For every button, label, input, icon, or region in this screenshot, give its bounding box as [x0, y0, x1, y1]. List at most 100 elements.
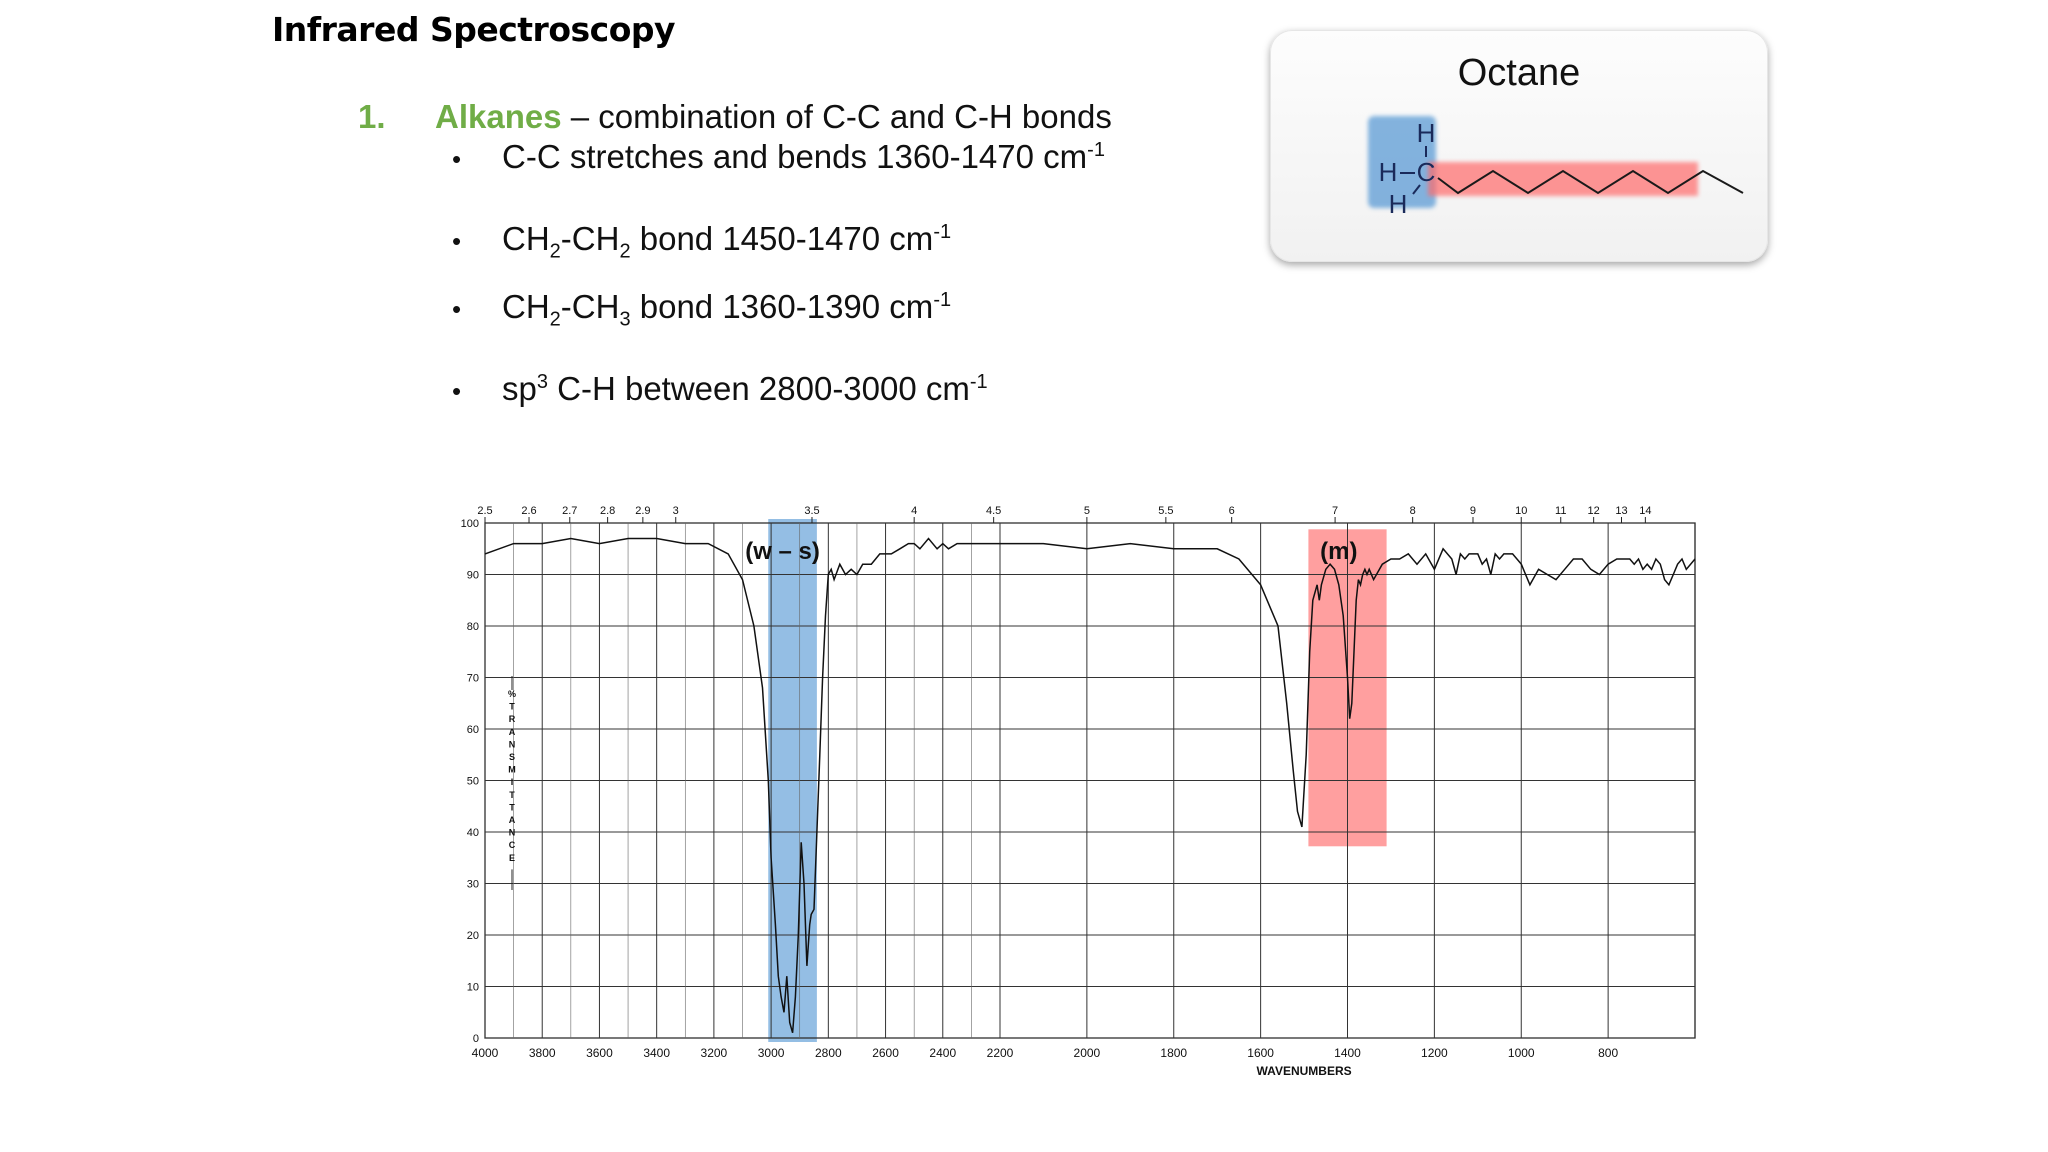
atom-h-bottom: H [1389, 189, 1408, 219]
plot-frame [484, 522, 1696, 1039]
bullet-text: bond 1450-1470 cm [630, 220, 934, 257]
y-axis-label-char: A [509, 815, 516, 825]
superscript: 3 [536, 371, 548, 393]
carbon-chain [1437, 169, 1744, 195]
octane-card: Octane H H C H [1270, 30, 1768, 262]
subscript: 2 [619, 240, 631, 263]
y-axis-label-char: % [508, 689, 516, 699]
y-axis-label-char: M [508, 765, 516, 775]
x-tick-label: 1000 [1508, 1046, 1535, 1060]
x-tick-label: 800 [1598, 1046, 1618, 1060]
y-axis-label-char: A [509, 727, 516, 737]
octane-structure: H H C H [1368, 116, 1744, 219]
slide-title: Infrared Spectroscopy [272, 10, 676, 49]
x-tick-label: 3200 [701, 1046, 728, 1060]
subscript: 2 [549, 308, 561, 331]
top-tick-label: 2.6 [521, 505, 536, 517]
bullet-ch2-ch3: • CH2-CH3 bond 1360-1390 cm-1 [452, 288, 952, 331]
bullet-ch2-ch2: • CH2-CH2 bond 1450-1470 cm-1 [452, 220, 952, 263]
subscript: 3 [619, 308, 631, 331]
y-tick-label: 80 [467, 621, 479, 633]
superscript: -1 [1087, 139, 1105, 161]
item-keyword: Alkanes [435, 98, 562, 135]
x-axis-label: WAVENUMBERS [1257, 1064, 1352, 1078]
top-tick-label: 8 [1410, 505, 1416, 517]
superscript: -1 [969, 371, 988, 393]
y-tick-label: 40 [467, 827, 479, 839]
bullet-text: bond 1360-1390 cm [630, 288, 934, 325]
peak-annotation: (m) [1320, 538, 1357, 565]
superscript: -1 [933, 221, 952, 243]
y-axis-label-char: T [509, 802, 515, 812]
top-tick-label: 4.5 [986, 505, 1001, 517]
top-tick-label: 3 [673, 505, 679, 517]
x-tick-label: 2800 [815, 1046, 842, 1060]
x-tick-label: 3000 [758, 1046, 785, 1060]
bullet-text: sp [502, 370, 537, 407]
top-tick-label: 12 [1588, 505, 1600, 517]
y-tick-label: 70 [467, 673, 479, 685]
x-tick-label: 3400 [643, 1046, 670, 1060]
bullet-text: CH [502, 288, 550, 325]
top-tick-label: 13 [1615, 505, 1627, 517]
top-tick-label: 3.5 [804, 505, 819, 517]
y-tick-label: 30 [467, 879, 479, 891]
chain-highlight [1428, 162, 1698, 196]
x-tick-label: 3800 [529, 1046, 556, 1060]
x-tick-label: 3600 [586, 1046, 613, 1060]
x-tick-label: 1200 [1421, 1046, 1448, 1060]
top-tick-label: 2.8 [600, 505, 615, 517]
top-tick-label: 2.9 [635, 505, 650, 517]
bullet-text: C-H between 2800-3000 cm [547, 370, 970, 407]
top-tick-label: 5.5 [1158, 505, 1173, 517]
subscript: 2 [549, 240, 561, 263]
atom-h-top: H [1417, 118, 1436, 148]
y-axis-label-char: R [509, 714, 516, 724]
bullet-sp3-ch: • sp3 C-H between 2800-3000 cm-1 [452, 370, 988, 407]
spectrum-line [484, 537, 1696, 1034]
atom-carbon: C [1417, 157, 1436, 187]
x-tick-label: 1800 [1160, 1046, 1187, 1060]
y-tick-label: 50 [467, 776, 479, 788]
bullet-cc-stretches: • C-C stretches and bends 1360-1470 cm-1 [452, 138, 1105, 175]
top-tick-label: 5 [1084, 505, 1090, 517]
item-number: 1. [358, 98, 386, 135]
ch-stretch-band [768, 519, 817, 1042]
y-tick-label: 10 [467, 982, 479, 994]
molecule-title: Octane [1457, 52, 1581, 94]
top-tick-label: 10 [1515, 505, 1527, 517]
y-tick-label: 100 [461, 518, 479, 530]
y-axis-label-char: S [509, 752, 515, 762]
y-tick-label: 20 [467, 930, 479, 942]
y-axis-label-char: T [509, 790, 515, 800]
x-tick-label: 2400 [929, 1046, 956, 1060]
y-axis-label-char: N [509, 828, 516, 838]
item-description: – combination of C-C and C-H bonds [561, 98, 1112, 135]
y-tick-label: 60 [467, 724, 479, 736]
top-tick-label: 6 [1229, 505, 1235, 517]
x-tick-label: 2600 [872, 1046, 899, 1060]
x-tick-label: 4000 [472, 1046, 499, 1060]
top-tick-label: 2.7 [562, 505, 577, 517]
y-axis-label-char: T [509, 702, 515, 712]
y-axis-label-char: N [509, 739, 516, 749]
bullet-text: -CH [560, 220, 620, 257]
top-tick-label: 7 [1332, 505, 1338, 517]
top-tick-label: 14 [1639, 505, 1651, 517]
x-tick-label: 2200 [987, 1046, 1014, 1060]
y-axis-label-char: C [509, 840, 516, 850]
peak-annotation: (w – s) [745, 538, 820, 565]
top-tick-label: 11 [1555, 505, 1566, 517]
x-tick-label: 1400 [1334, 1046, 1361, 1060]
y-axis-label-char: I [511, 777, 514, 787]
y-tick-label: 90 [467, 570, 479, 582]
bullet-text: -CH [560, 288, 620, 325]
list-item-alkanes: 1. Alkanes – combination of C-C and C-H b… [358, 98, 1112, 136]
x-tick-label: 1600 [1247, 1046, 1274, 1060]
bullet-text: C-C stretches and bends 1360-1470 cm [502, 138, 1088, 175]
top-tick-label: 4 [911, 505, 917, 517]
superscript: -1 [933, 289, 952, 311]
bullet-text: CH [502, 220, 550, 257]
y-axis-label-char: E [509, 853, 515, 863]
atom-h-left: H [1379, 157, 1398, 187]
